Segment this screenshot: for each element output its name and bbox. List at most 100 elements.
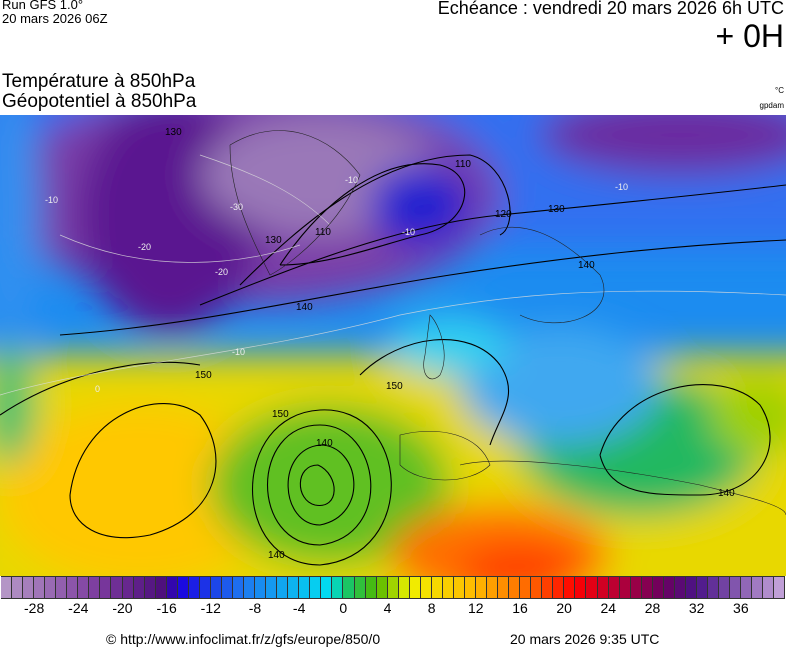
svg-text:-20: -20 (138, 242, 151, 252)
color-scale-cell (166, 577, 178, 598)
lead-time: + 0H (715, 18, 784, 54)
color-scale-cell (586, 577, 598, 598)
color-scale-cell (1, 577, 13, 598)
color-scale-tick: 36 (733, 600, 749, 616)
svg-text:150: 150 (386, 381, 403, 392)
svg-text:130: 130 (165, 127, 182, 138)
color-scale-cell (652, 577, 664, 598)
color-scale-cell (696, 577, 708, 598)
color-scale-cell (442, 577, 454, 598)
contour-east (599, 384, 771, 496)
copyright-link[interactable]: © http://www.infoclimat.fr/z/gfs/europe/… (106, 631, 381, 647)
color-scale-tick: 4 (383, 600, 392, 616)
svg-text:140: 140 (268, 550, 285, 561)
color-scale-cell (155, 577, 167, 598)
svg-text:-10: -10 (232, 347, 245, 357)
title-geopotential: Géopotentiel à 850hPa (2, 91, 197, 112)
color-scale-cell (741, 577, 753, 598)
color-scale-tick: -16 (156, 600, 177, 616)
color-scale-cell (663, 577, 675, 598)
temperature-field (0, 115, 786, 576)
color-scale-cell (608, 577, 620, 598)
contour-120 (239, 154, 511, 286)
svg-text:-30: -30 (230, 202, 243, 212)
run-info: Run GFS 1.0° 20 mars 2026 06Z (2, 0, 108, 26)
color-scale-cell (398, 577, 410, 598)
svg-text:-10: -10 (345, 175, 358, 185)
color-scale-cell (266, 577, 278, 598)
svg-text:140: 140 (296, 302, 313, 313)
contour-110 (279, 163, 466, 266)
svg-text:140: 140 (316, 438, 333, 449)
color-scale-cell (12, 577, 24, 598)
color-scale-cell (277, 577, 289, 598)
color-scale-tick: 28 (644, 600, 661, 616)
svg-text:130: 130 (548, 204, 565, 215)
color-scale-cell (67, 577, 79, 598)
color-scale-tick: 8 (427, 600, 436, 616)
svg-text:-10: -10 (402, 227, 415, 237)
color-scale-cell (221, 577, 233, 598)
color-scale-cell (376, 577, 388, 598)
color-scale-cell (23, 577, 35, 598)
color-scale-cell (321, 577, 333, 598)
color-scale-cell (232, 577, 245, 598)
contour-140 (59, 239, 786, 336)
color-scale-cell (420, 577, 432, 598)
color-scale-cell (255, 577, 267, 598)
color-scale-cell (564, 577, 576, 598)
color-scale-cell (730, 577, 742, 598)
color-scale-tick: -28 (24, 600, 45, 616)
color-scale-tick: 16 (512, 600, 528, 616)
run-model: Run GFS 1.0° (2, 0, 84, 12)
color-scale-cell (464, 577, 477, 598)
color-scale-cell (509, 577, 521, 598)
color-scale-cell (111, 577, 123, 598)
svg-text:-20: -20 (215, 267, 228, 277)
color-scale-cell (89, 577, 101, 598)
svg-text:110: 110 (315, 227, 331, 238)
contour-low-3 (267, 424, 372, 546)
svg-text:130: 130 (265, 235, 282, 246)
color-scale-ticks: -28 -24 -20 -16 -12 -8 -4 0 4 8 12 16 20 24 28 32 36 (0, 600, 786, 618)
color-scale-cell (354, 577, 366, 598)
color-scale-cell (476, 577, 488, 598)
color-scale-tick: -12 (200, 600, 221, 616)
color-scale-cell (752, 577, 764, 598)
color-scale-cell (685, 577, 697, 598)
color-scale-cell (34, 577, 46, 598)
color-scale-cell (365, 577, 377, 598)
color-scale-cell (719, 577, 731, 598)
color-scale-cell (597, 577, 609, 598)
color-scale-tick: 24 (600, 600, 617, 616)
svg-text:0: 0 (95, 384, 100, 394)
svg-text:150: 150 (272, 409, 289, 420)
color-scale-tick: -8 (248, 600, 262, 616)
color-scale-cell (763, 577, 775, 598)
contour-150 (0, 338, 510, 446)
svg-text:140: 140 (718, 488, 735, 499)
color-scale-cell (498, 577, 510, 598)
color-scale-cell (575, 577, 587, 598)
color-scale-cell (100, 577, 112, 598)
color-scale-cell (288, 577, 300, 598)
color-scale (1, 576, 786, 599)
svg-text:120: 120 (495, 209, 512, 220)
contour-low-4 (252, 409, 392, 566)
color-scale-cell (531, 577, 543, 598)
coastlines (229, 130, 786, 516)
svg-text:-10: -10 (45, 195, 58, 205)
color-scale-tick: -24 (68, 600, 89, 616)
color-scale-cell (210, 577, 222, 598)
color-scale-cell (133, 577, 145, 598)
color-scale-cell (487, 577, 499, 598)
color-scale-cell (553, 577, 565, 598)
color-scale-cell (45, 577, 57, 598)
contour-low-2 (287, 444, 355, 526)
svg-text:-10: -10 (615, 182, 628, 192)
contour-low-1 (299, 464, 335, 506)
color-scale-cell (387, 577, 399, 598)
color-scale-cell (122, 577, 134, 598)
color-scale-cell (177, 577, 189, 598)
color-scale-tick: -20 (112, 600, 133, 616)
